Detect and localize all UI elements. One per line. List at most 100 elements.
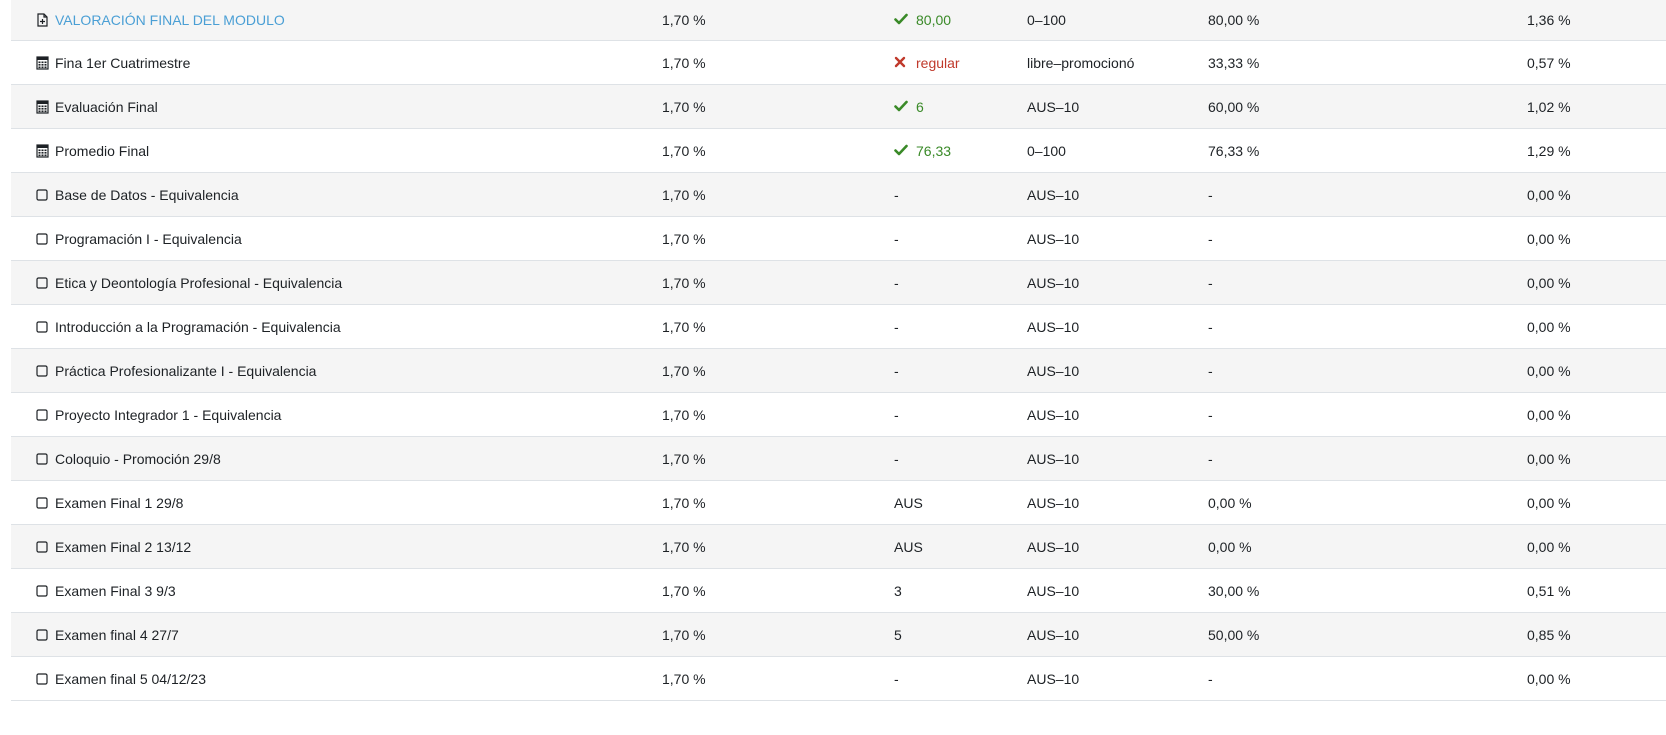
- grade-item-name: Práctica Profesionalizante I - Equivalen…: [55, 362, 317, 379]
- grade-value: AUS: [894, 494, 923, 511]
- contribution-value: 0,00 %: [1527, 362, 1571, 379]
- grade-item-name: Introducción a la Programación - Equival…: [55, 318, 341, 335]
- manual-item-icon: [35, 628, 49, 642]
- grade-value: regular: [916, 54, 960, 71]
- percentage-value: -: [1208, 318, 1213, 335]
- contribution-value: 0,00 %: [1527, 494, 1571, 511]
- percentage-value: 0,00 %: [1208, 538, 1252, 555]
- grade-row: Etica y Deontología Profesional - Equiva…: [11, 261, 1666, 305]
- range-value: 0–100: [1027, 12, 1066, 28]
- percentage-value: 33,33 %: [1208, 54, 1260, 71]
- grade-value: -: [894, 670, 899, 687]
- calculator-icon: [35, 143, 49, 158]
- percentage-value: -: [1208, 186, 1213, 203]
- weight-value: 1,70 %: [662, 450, 706, 467]
- contribution-value: 0,00 %: [1527, 230, 1571, 247]
- grade-row: Programación I - Equivalencia 1,70 % - AUS–…: [11, 217, 1666, 261]
- weight-value: 1,70 %: [662, 98, 706, 115]
- weight-value: 1,70 %: [662, 362, 706, 379]
- range-value: AUS–10: [1027, 98, 1080, 115]
- range-value: libre–promocionó: [1027, 54, 1135, 71]
- percentage-value: -: [1208, 362, 1213, 379]
- contribution-value: 0,57 %: [1527, 54, 1571, 71]
- manual-item-icon: [35, 496, 49, 510]
- weight-value: 1,70 %: [662, 142, 706, 159]
- weight-value: 1,70 %: [662, 186, 706, 203]
- grade-item-name: Proyecto Integrador 1 - Equivalencia: [55, 406, 282, 423]
- grade-item-name: Examen final 4 27/7: [55, 626, 179, 643]
- manual-item-icon: [35, 364, 49, 378]
- manual-item-icon: [35, 188, 49, 202]
- percentage-value: -: [1208, 274, 1213, 291]
- weight-value: 1,70 %: [662, 230, 706, 247]
- contribution-value: 0,51 %: [1527, 582, 1571, 599]
- grade-row: Introducción a la Programación - Equival…: [11, 305, 1666, 349]
- manual-item-icon: [35, 672, 49, 686]
- manual-item-icon: [35, 232, 49, 246]
- grade-row: Práctica Profesionalizante I - Equivalen…: [11, 349, 1666, 393]
- grade-row: Examen Final 2 13/12 1,70 % AUS AUS–10 0,00 …: [11, 525, 1666, 569]
- contribution-value: 0,00 %: [1527, 186, 1571, 203]
- range-value: AUS–10: [1027, 318, 1080, 335]
- percentage-value: 76,33 %: [1208, 142, 1260, 159]
- contribution-value: 0,00 %: [1527, 406, 1571, 423]
- grade-value: -: [894, 362, 899, 379]
- grade-item-name: Programación I - Equivalencia: [55, 230, 242, 247]
- contribution-value: 1,29 %: [1527, 142, 1571, 159]
- grade-row: Evaluación Final 1,70 % 6 AUS–10 60,00 % 1,02…: [11, 85, 1666, 129]
- grade-item-name: Examen Final 3 9/3: [55, 582, 176, 599]
- grade-row: Examen final 4 27/7 1,70 % 5 AUS–10 50,00 % 0…: [11, 613, 1666, 657]
- manual-item-icon: [35, 584, 49, 598]
- percentage-value: 50,00 %: [1208, 626, 1260, 643]
- percentage-value: -: [1208, 230, 1213, 247]
- percentage-value: -: [1208, 450, 1213, 467]
- weight-value: 1,70 %: [662, 582, 706, 599]
- contribution-value: 0,00 %: [1527, 538, 1571, 555]
- percentage-value: -: [1208, 670, 1213, 687]
- range-value: AUS–10: [1027, 186, 1080, 203]
- grade-row: Examen final 5 04/12/23 1,70 % - AUS–10 - 0,0…: [11, 657, 1666, 701]
- range-value: AUS–10: [1027, 406, 1080, 423]
- grade-row: Base de Datos - Equivalencia 1,70 % - AUS–1…: [11, 173, 1666, 217]
- grade-value: -: [894, 318, 899, 335]
- range-value: AUS–10: [1027, 582, 1080, 599]
- range-value: AUS–10: [1027, 670, 1080, 687]
- grade-item-name: Evaluación Final: [55, 98, 158, 115]
- grade-row: VALORACIÓN FINAL DEL MODULO 1,70 % 80,00 0–…: [11, 0, 1666, 41]
- grade-value: 3: [894, 582, 902, 599]
- grade-value: -: [894, 274, 899, 291]
- range-value: AUS–10: [1027, 626, 1080, 643]
- grade-item-name[interactable]: VALORACIÓN FINAL DEL MODULO: [55, 12, 285, 28]
- manual-item-icon: [35, 408, 49, 422]
- document-link-icon: [35, 13, 49, 27]
- grade-row: Proyecto Integrador 1 - Equivalencia 1,70…: [11, 393, 1666, 437]
- percentage-value: 60,00 %: [1208, 98, 1260, 115]
- range-value: AUS–10: [1027, 274, 1080, 291]
- weight-value: 1,70 %: [662, 54, 706, 71]
- grade-value: -: [894, 230, 899, 247]
- grade-item-name: Examen final 5 04/12/23: [55, 670, 206, 687]
- range-value: AUS–10: [1027, 362, 1080, 379]
- manual-item-icon: [35, 276, 49, 290]
- weight-value: 1,70 %: [662, 274, 706, 291]
- range-value: AUS–10: [1027, 538, 1080, 555]
- contribution-value: 0,00 %: [1527, 318, 1571, 335]
- weight-value: 1,70 %: [662, 538, 706, 555]
- grade-value: AUS: [894, 538, 923, 555]
- weight-value: 1,70 %: [662, 670, 706, 687]
- range-value: AUS–10: [1027, 450, 1080, 467]
- check-icon: [894, 143, 908, 159]
- grade-row: Fina 1er Cuatrimestre 1,70 % regular libre–…: [11, 41, 1666, 85]
- calculator-icon: [35, 55, 49, 70]
- range-value: AUS–10: [1027, 494, 1080, 511]
- grade-item-name: Coloquio - Promoción 29/8: [55, 450, 221, 467]
- contribution-value: 0,00 %: [1527, 274, 1571, 291]
- manual-item-icon: [35, 452, 49, 466]
- grade-item-name: Etica y Deontología Profesional - Equiva…: [55, 274, 343, 291]
- manual-item-icon: [35, 540, 49, 554]
- percentage-value: 30,00 %: [1208, 582, 1260, 599]
- grade-value: 6: [916, 98, 924, 115]
- manual-item-icon: [35, 320, 49, 334]
- grade-value: 80,00: [916, 12, 952, 28]
- weight-value: 1,70 %: [662, 494, 706, 511]
